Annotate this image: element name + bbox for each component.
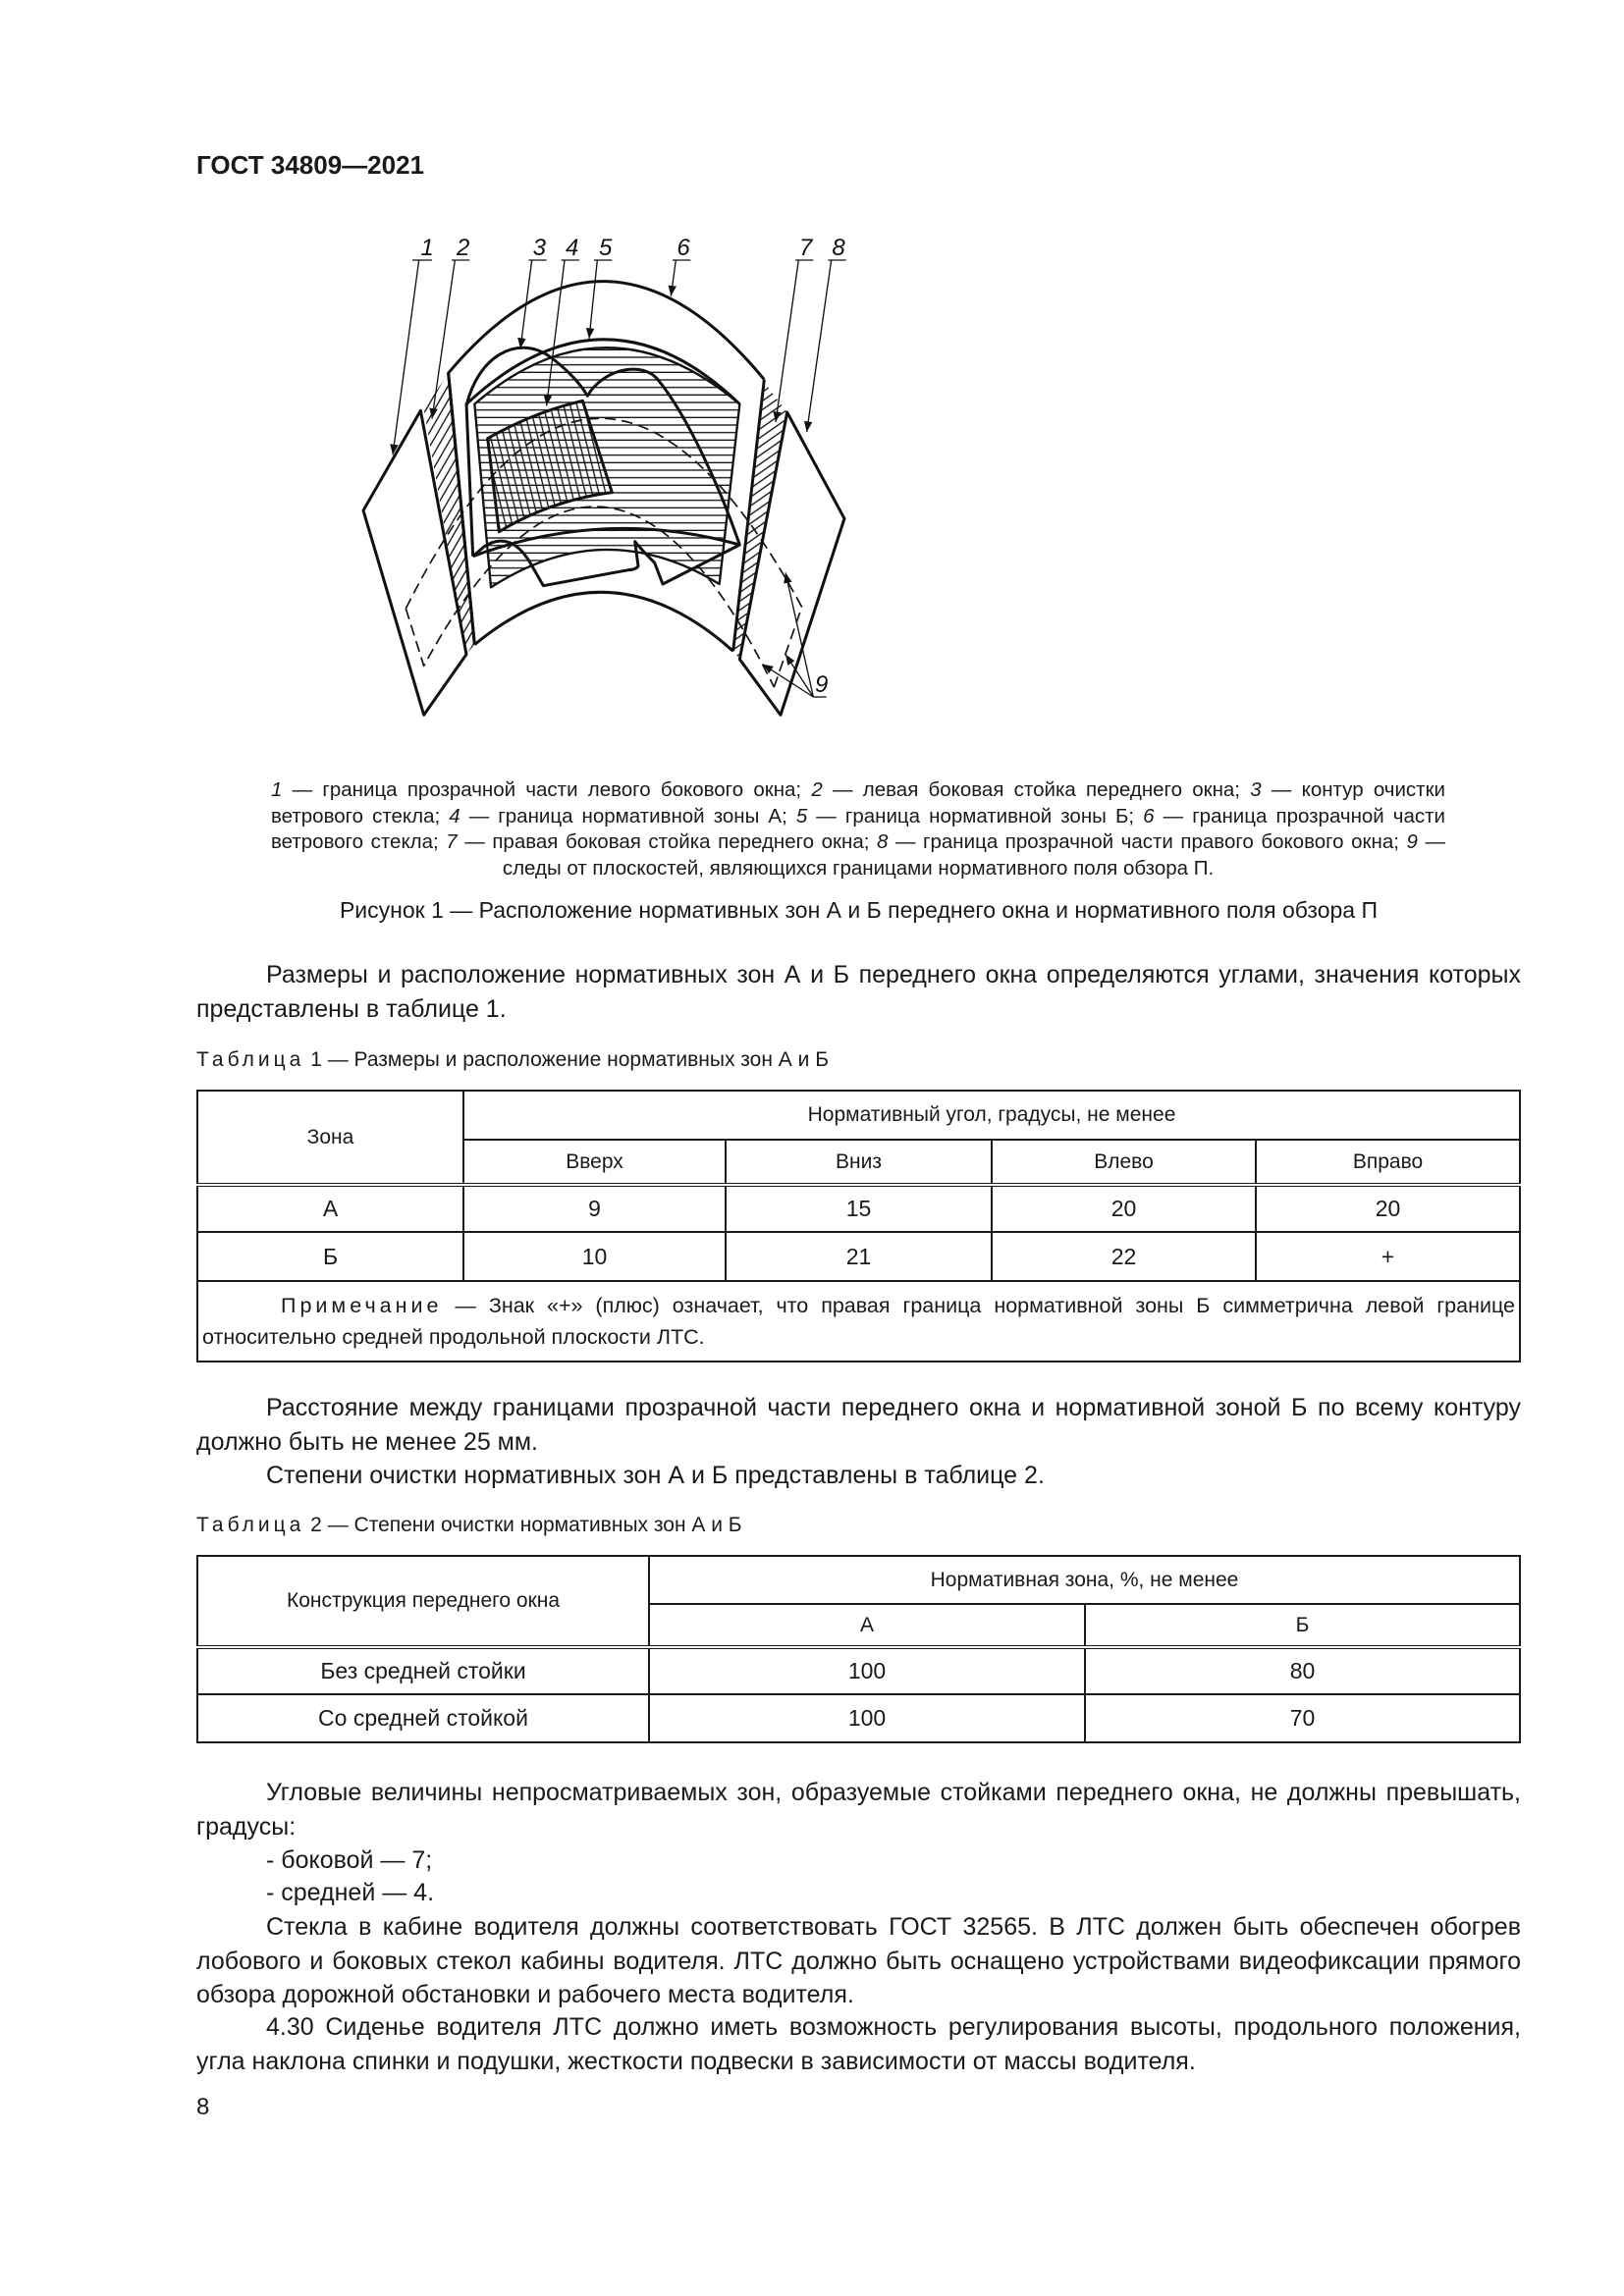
legend-num: 4 bbox=[449, 804, 460, 828]
callout-4: 4 bbox=[566, 235, 578, 261]
legend-text: — граница прозрачной части ветрового сте… bbox=[271, 804, 1445, 854]
legend-num: 1 bbox=[271, 778, 283, 801]
document-title: ГОСТ 34809—2021 bbox=[196, 150, 424, 180]
legend-text: — правая боковая стойка переднего окна; bbox=[457, 830, 877, 853]
figure-caption: Рисунок 1 — Расположение нормативных зон… bbox=[339, 897, 1379, 923]
header-zone: Зона bbox=[196, 1090, 464, 1186]
callout-2: 2 bbox=[456, 235, 469, 261]
header-down: Вниз bbox=[725, 1139, 993, 1186]
header-zone-a: А bbox=[648, 1603, 1086, 1648]
note-text: — Знак «+» (плюс) означает, что правая г… bbox=[202, 1294, 1515, 1349]
right-side-window bbox=[737, 410, 846, 717]
cell: 21 bbox=[725, 1231, 993, 1282]
table-caption-text: 1 — Размеры и расположение нормативных з… bbox=[304, 1048, 829, 1071]
paragraph: Степени очистки нормативных зон А и Б пр… bbox=[266, 1462, 1045, 1489]
legend-num: 2 bbox=[811, 778, 823, 801]
figure-legend: 1 — граница прозрачной части левого боко… bbox=[271, 777, 1445, 881]
cell: 10 bbox=[462, 1231, 727, 1282]
legend-text: — граница нормативной зоны А; bbox=[460, 804, 796, 828]
cell: + bbox=[1255, 1231, 1521, 1282]
right-pillar bbox=[732, 382, 787, 660]
legend-text: — граница нормативной зоны Б; bbox=[807, 804, 1144, 828]
table-note: Примечание — Знак «+» (плюс) означает, ч… bbox=[196, 1280, 1521, 1362]
paragraph: Расстояние между границами прозрачной ча… bbox=[196, 1394, 1521, 1456]
header-construction: Конструкция переднего окна bbox=[196, 1555, 650, 1648]
legend-text: — граница прозрачной части левого боково… bbox=[282, 778, 812, 801]
paragraph: 4.30 Сиденье водителя ЛТС должно иметь в… bbox=[196, 2013, 1521, 2075]
table-row: А 9 15 20 20 bbox=[196, 1183, 1521, 1233]
legend-text: — граница прозрачной части правого боков… bbox=[888, 830, 1407, 853]
legend-num: 6 bbox=[1143, 804, 1155, 828]
legend-num: 7 bbox=[446, 830, 458, 853]
list-item: - боковой — 7; bbox=[266, 1846, 433, 1874]
table1-caption: Таблица 1 — Размеры и расположение норма… bbox=[196, 1048, 829, 1072]
callout-6: 6 bbox=[677, 235, 690, 261]
legend-num: 8 bbox=[876, 830, 889, 853]
cell: 100 bbox=[648, 1645, 1086, 1695]
table-note-row: Примечание — Знак «+» (плюс) означает, ч… bbox=[196, 1280, 1521, 1362]
header-right: Вправо bbox=[1255, 1139, 1521, 1186]
table-cleaning-degrees: Конструкция переднего окна Нормативная з… bbox=[196, 1555, 1521, 1743]
figure-windshield-zones: 1 2 3 4 5 6 7 8 9 bbox=[361, 235, 846, 717]
legend-text: — контур очистки ветрового стекла; bbox=[271, 778, 1445, 828]
paragraph: Стекла в кабине водителя должны соответс… bbox=[196, 1913, 1521, 2008]
callout-9: 9 bbox=[815, 671, 828, 698]
zone-a bbox=[486, 399, 614, 534]
callout-5: 5 bbox=[599, 235, 613, 261]
cell: 20 bbox=[991, 1183, 1257, 1233]
left-pillar bbox=[423, 373, 475, 655]
table-row: Без средней стойки 100 80 bbox=[196, 1645, 1521, 1695]
legend-num: 5 bbox=[795, 804, 808, 828]
cell: 70 bbox=[1084, 1693, 1521, 1743]
callout-7: 7 bbox=[799, 235, 814, 261]
header-zone-b: Б bbox=[1084, 1603, 1521, 1648]
callout-8: 8 bbox=[832, 235, 845, 261]
cell-construction: Без средней стойки bbox=[196, 1645, 650, 1695]
header-group: Нормативный угол, градусы, не менее bbox=[462, 1090, 1521, 1141]
paragraph: Угловые величины непросматриваемых зон, … bbox=[196, 1779, 1521, 1841]
table-label: Таблица bbox=[196, 1048, 305, 1071]
legend-num: 3 bbox=[1250, 778, 1262, 801]
table-row: Со средней стойкой 100 70 bbox=[196, 1693, 1521, 1743]
header-left: Влево bbox=[991, 1139, 1257, 1186]
view-field-traces bbox=[405, 417, 803, 688]
legend-text: — следы от плоскостей, являющихся границ… bbox=[502, 830, 1445, 880]
header-up: Вверх bbox=[462, 1139, 727, 1186]
table-label: Таблица bbox=[196, 1514, 305, 1536]
page-number: 8 bbox=[196, 2094, 210, 2120]
table-zone-angles: Зона Нормативный угол, градусы, не менее… bbox=[196, 1090, 1521, 1362]
cell: 80 bbox=[1084, 1645, 1521, 1695]
cell-construction: Со средней стойкой bbox=[196, 1693, 650, 1743]
windshield-boundary bbox=[447, 280, 766, 653]
cell: 100 bbox=[648, 1693, 1086, 1743]
cell: 20 bbox=[1255, 1183, 1521, 1233]
legend-num: 9 bbox=[1406, 830, 1418, 853]
legend-text: — левая боковая стойка переднего окна; bbox=[822, 778, 1251, 801]
cell-zone: А bbox=[196, 1183, 464, 1233]
cell: 15 bbox=[725, 1183, 993, 1233]
note-label: Примечание bbox=[281, 1294, 443, 1317]
cell: 22 bbox=[991, 1231, 1257, 1282]
header-group: Нормативная зона, %, не менее bbox=[648, 1555, 1521, 1605]
table-caption-text: 2 — Степени очистки нормативных зон А и … bbox=[304, 1514, 742, 1536]
wiper-contour bbox=[464, 346, 741, 588]
cell: 9 bbox=[462, 1183, 727, 1233]
callout-1: 1 bbox=[420, 235, 433, 261]
list-item: - средней — 4. bbox=[266, 1879, 435, 1906]
callout-3: 3 bbox=[533, 235, 547, 261]
table-row: Б 10 21 22 + bbox=[196, 1231, 1521, 1282]
cell-zone: Б bbox=[196, 1231, 464, 1282]
table2-caption: Таблица 2 — Степени очистки нормативных … bbox=[196, 1514, 742, 1537]
paragraph: Размеры и расположение нормативных зон А… bbox=[196, 961, 1521, 1023]
